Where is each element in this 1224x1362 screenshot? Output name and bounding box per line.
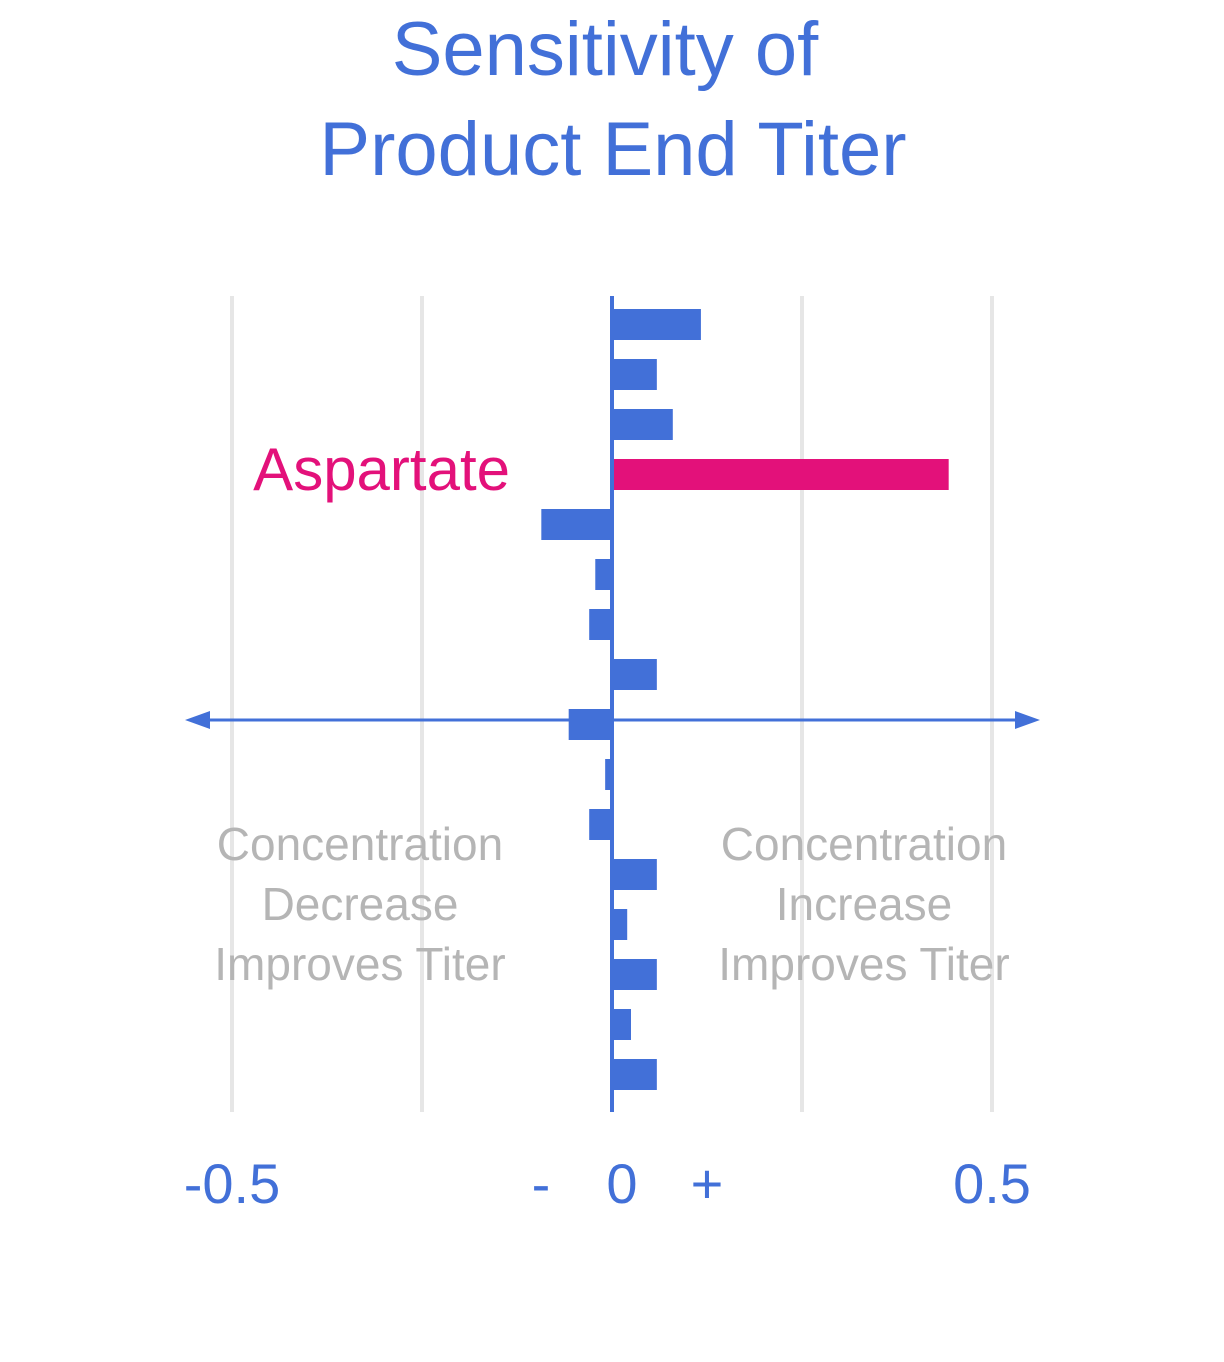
x-tick-label: 0.5 <box>953 1152 1031 1215</box>
bar <box>612 659 657 690</box>
bar <box>568 709 612 740</box>
chart-title: Sensitivity of <box>392 7 819 92</box>
annotation: Improves Titer <box>214 938 505 990</box>
arrow-head <box>185 711 210 729</box>
sign-label: - <box>532 1152 551 1215</box>
bar <box>612 909 628 940</box>
bar <box>541 509 612 540</box>
bar <box>612 1009 631 1040</box>
bar <box>612 359 657 390</box>
bar <box>612 459 949 490</box>
annotation: Concentration <box>721 818 1007 870</box>
bar <box>605 759 612 790</box>
annotation: Increase <box>776 878 952 930</box>
bar <box>612 309 701 340</box>
bar <box>589 609 612 640</box>
annotation: Concentration <box>217 818 503 870</box>
bar <box>589 809 612 840</box>
category-label: Aspartate <box>253 436 510 503</box>
sign-label: + <box>691 1152 724 1215</box>
bar <box>612 859 657 890</box>
chart-title: Product End Titer <box>319 107 906 192</box>
annotation: Improves Titer <box>718 938 1009 990</box>
x-tick-label: -0.5 <box>184 1152 281 1215</box>
arrow-head <box>1015 711 1040 729</box>
annotation: Decrease <box>262 878 459 930</box>
bar <box>595 559 612 590</box>
bar <box>612 409 673 440</box>
x-tick-label: 0 <box>606 1152 637 1215</box>
bar <box>612 959 657 990</box>
bar <box>612 1059 657 1090</box>
